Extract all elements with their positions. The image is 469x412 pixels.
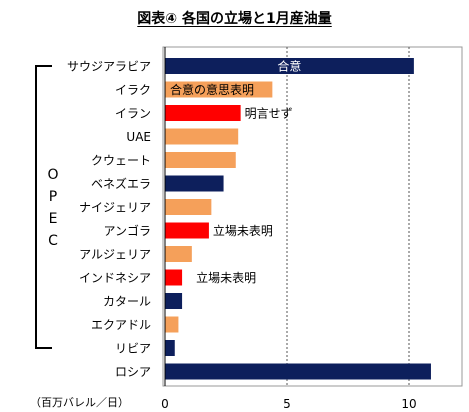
opec-letter-3: C — [48, 233, 58, 249]
bar-2 — [165, 105, 241, 121]
category-label-12: リビア — [115, 342, 151, 356]
category-label-4: クウェート — [91, 154, 151, 168]
category-label-2: イラン — [115, 107, 151, 121]
bar-10 — [165, 293, 183, 309]
bar-0 — [165, 58, 414, 74]
opec-letter-2: E — [49, 211, 58, 227]
bar-5 — [165, 175, 224, 192]
bar-13 — [165, 363, 431, 380]
annotation-0: 合意 — [277, 59, 301, 74]
bars — [165, 58, 431, 380]
annotation-2: 明言せず — [245, 107, 293, 121]
bar-12 — [165, 340, 175, 356]
opec-letter-0: O — [47, 167, 58, 183]
gridlines — [286, 47, 410, 386]
category-label-13: ロシア — [115, 365, 151, 379]
plot-frame — [162, 46, 463, 387]
annotation-3: 立場未表明 — [213, 223, 273, 238]
x-tick-label-1: 5 — [283, 397, 291, 411]
bar-8 — [165, 246, 192, 262]
category-label-11: エクアドル — [91, 318, 151, 332]
annotation-4: 立場未表明 — [196, 270, 256, 285]
category-label-3: UAE — [126, 130, 151, 144]
annotation-1: 合意の意思表明 — [170, 82, 254, 97]
bar-3 — [165, 128, 239, 145]
category-label-0: サウジアラビア — [67, 60, 151, 74]
category-label-5: ベネズエラ — [91, 176, 151, 191]
x-tick-label-0: 0 — [161, 397, 169, 411]
opec-letter-1: P — [49, 189, 57, 205]
bar-4 — [165, 152, 236, 168]
category-label-1: イラク — [115, 83, 151, 97]
opec-bracket-line — [35, 65, 52, 349]
bar-9 — [165, 269, 183, 286]
bar-6 — [165, 199, 212, 215]
x-axis: 0 5 10 （百万バレル／日） — [30, 47, 417, 411]
category-label-9: インドネシア — [79, 271, 151, 285]
category-label-7: アンゴラ — [103, 223, 151, 238]
unit-label: （百万バレル／日） — [30, 396, 129, 409]
category-label-6: ナイジェリア — [79, 201, 151, 215]
bar-1 — [165, 81, 273, 98]
bar-11 — [165, 316, 179, 333]
category-label-8: アルジェリア — [79, 248, 151, 262]
chart-title: 図表④ 各国の立場と1月産油量 — [137, 11, 332, 27]
bar-7 — [165, 222, 209, 239]
x-tick-label-2: 10 — [401, 397, 416, 411]
category-label-10: カタール — [103, 295, 151, 309]
